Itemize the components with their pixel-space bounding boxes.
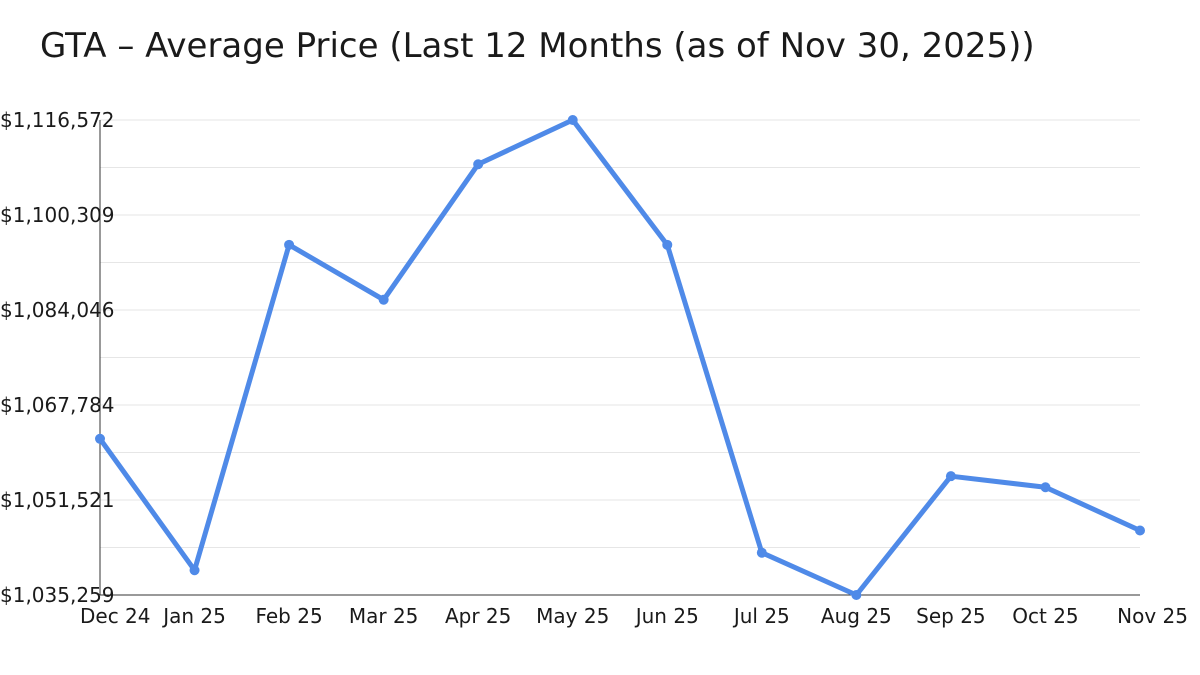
data-point-apr-25 [473, 159, 484, 170]
gridlines [100, 119, 1140, 596]
y-tick-label-3: $1,084,046 [0, 298, 115, 322]
data-point-jun-25 [662, 239, 673, 250]
data-point-may-25 [567, 115, 578, 125]
data-point-jul-25 [756, 547, 767, 558]
y-tick-labels: $1,035,259 $1,051,521 $1,067,784 $1,084,046… [0, 108, 115, 607]
axes [99, 120, 1140, 596]
x-tick-label-11: Nov 25 [1117, 604, 1188, 628]
data-point-oct-25 [1040, 482, 1051, 493]
x-tick-label-6: Jun 25 [634, 604, 699, 628]
y-tick-label-0: $1,035,259 [0, 583, 115, 607]
x-tick-label-2: Feb 25 [255, 604, 322, 628]
x-tick-labels: Dec 24 Jan 25 Feb 25 Mar 25 Apr 25 May 25 Jun … [80, 604, 1188, 628]
x-tick-label-10: Oct 25 [1012, 604, 1078, 628]
y-tick-label-5: $1,116,572 [0, 108, 115, 132]
chart-title: GTA – Average Price (Last 12 Months (as … [40, 26, 1035, 66]
data-point-feb-25 [284, 239, 295, 250]
x-tick-label-8: Aug 25 [821, 604, 892, 628]
x-tick-label-4: Apr 25 [445, 604, 511, 628]
x-tick-label-9: Sep 25 [916, 604, 986, 628]
series-lines [97, 117, 1143, 598]
x-tick-label-5: May 25 [536, 604, 609, 628]
y-tick-label-2: $1,067,784 [0, 393, 115, 417]
data-point-dec-24 [95, 433, 105, 444]
data-point-jan-25 [189, 565, 200, 576]
x-tick-label-3: Mar 25 [349, 604, 419, 628]
x-tick-label-1: Jan 25 [161, 604, 226, 628]
x-tick-label-0: Dec 24 [80, 604, 151, 628]
y-tick-label-4: $1,100,309 [0, 203, 115, 227]
series-line-0 [97, 117, 1143, 598]
x-tick-label-7: Jul 25 [732, 604, 790, 628]
data-point-nov-25 [1135, 525, 1145, 536]
series-points [95, 115, 1145, 600]
y-tick-label-1: $1,051,521 [0, 488, 115, 512]
data-point-mar-25 [378, 294, 389, 305]
data-point-aug-25 [851, 590, 862, 600]
data-point-sep-25 [945, 471, 956, 482]
